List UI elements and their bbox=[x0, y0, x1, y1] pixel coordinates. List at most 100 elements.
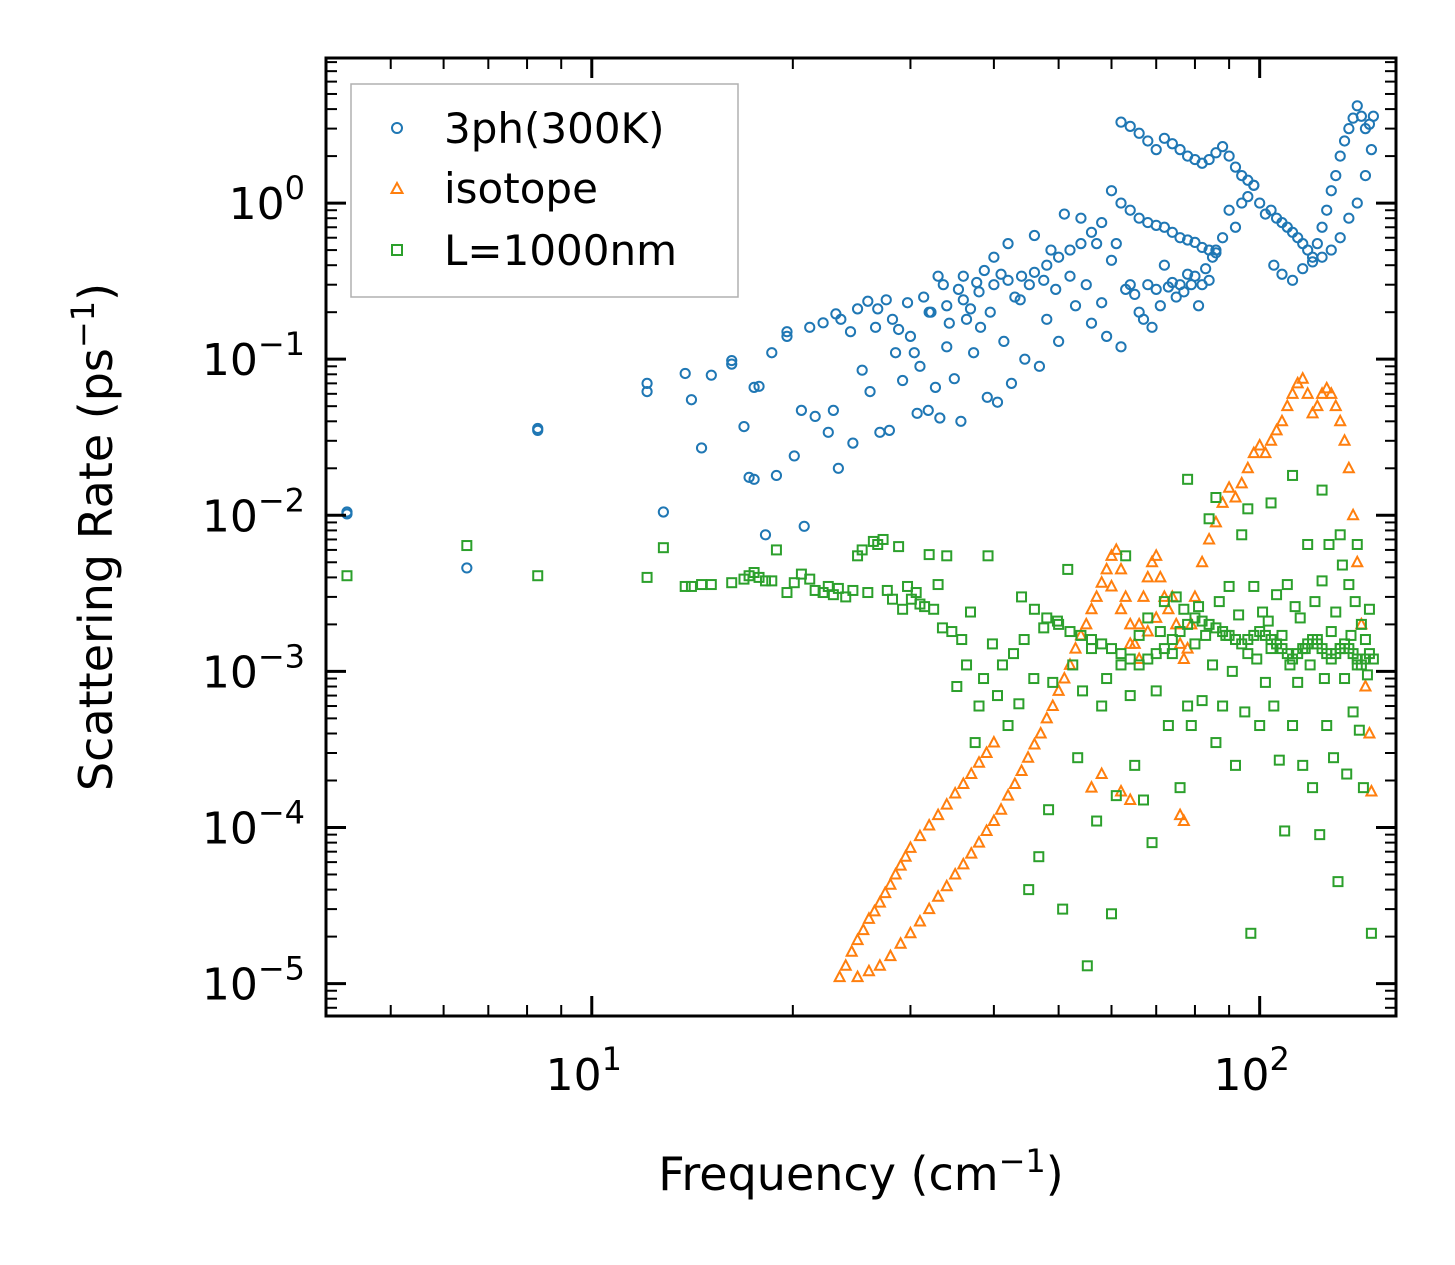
data-point bbox=[1284, 659, 1296, 671]
y-axis-label: Scattering Rate (ps−1) bbox=[64, 283, 123, 791]
data-point bbox=[685, 394, 698, 406]
data-point bbox=[1142, 612, 1154, 624]
data-point bbox=[889, 347, 902, 359]
data-point bbox=[893, 541, 905, 553]
data-point bbox=[893, 936, 908, 949]
y-tick-exp: −3 bbox=[258, 637, 305, 675]
x-tick-labels: 101 102 bbox=[546, 1040, 1290, 1101]
y-tick-base: 10 bbox=[202, 335, 258, 386]
data-point bbox=[914, 360, 926, 372]
data-point bbox=[1242, 191, 1254, 203]
data-point bbox=[1351, 538, 1363, 550]
data-point bbox=[856, 922, 870, 936]
data-point bbox=[1105, 908, 1117, 920]
data-point bbox=[978, 264, 990, 277]
data-point bbox=[940, 878, 954, 892]
data-point bbox=[1142, 135, 1154, 147]
data-point bbox=[1275, 413, 1289, 427]
data-point bbox=[851, 303, 864, 315]
data-point bbox=[781, 326, 793, 338]
data-point bbox=[766, 575, 778, 587]
data-point bbox=[1287, 469, 1299, 481]
data-point bbox=[1081, 960, 1093, 972]
data-point bbox=[1304, 659, 1316, 671]
data-point bbox=[1353, 724, 1365, 736]
data-point bbox=[1334, 150, 1346, 162]
data-point bbox=[1096, 700, 1108, 712]
data-point bbox=[1343, 212, 1355, 224]
data-point bbox=[1361, 669, 1373, 681]
data-point bbox=[1158, 259, 1170, 271]
data-point bbox=[753, 380, 765, 392]
data-point bbox=[1182, 473, 1194, 485]
data-point bbox=[1269, 422, 1284, 436]
data-point bbox=[1195, 554, 1209, 568]
data-point bbox=[877, 533, 889, 545]
data-point bbox=[1363, 648, 1375, 660]
data-point bbox=[1229, 221, 1242, 233]
data-point bbox=[1285, 386, 1300, 399]
data-point bbox=[1216, 232, 1229, 244]
data-point bbox=[850, 969, 865, 983]
data-point bbox=[1021, 750, 1035, 763]
data-point bbox=[943, 317, 955, 329]
y-tick-base: 10 bbox=[202, 960, 258, 1011]
data-point bbox=[934, 412, 946, 424]
data-point bbox=[1166, 634, 1178, 646]
data-point bbox=[1286, 274, 1299, 286]
data-point bbox=[1333, 413, 1347, 427]
data-point bbox=[748, 473, 760, 485]
data-point bbox=[1170, 291, 1182, 303]
data-point bbox=[1182, 268, 1194, 280]
data-point bbox=[1236, 197, 1248, 209]
data-point bbox=[679, 580, 691, 592]
data-point bbox=[1257, 606, 1269, 618]
data-point bbox=[1009, 291, 1021, 303]
data-point bbox=[1158, 643, 1170, 655]
data-point bbox=[1182, 618, 1194, 630]
data-point bbox=[1166, 138, 1178, 150]
data-point bbox=[1349, 596, 1361, 608]
data-point bbox=[869, 321, 882, 333]
data-point bbox=[1268, 259, 1280, 271]
data-point bbox=[839, 958, 853, 971]
data-point bbox=[1316, 251, 1328, 263]
data-point bbox=[996, 659, 1008, 671]
data-point bbox=[1115, 341, 1127, 353]
y-tick-exp: −1 bbox=[258, 325, 305, 363]
data-point bbox=[1297, 759, 1309, 771]
data-point bbox=[1080, 279, 1092, 291]
data-point bbox=[1216, 141, 1229, 153]
data-point bbox=[961, 659, 973, 671]
data-point bbox=[788, 450, 800, 462]
data-point bbox=[991, 396, 1004, 408]
data-point bbox=[1362, 725, 1377, 739]
data-point bbox=[1280, 398, 1294, 412]
data-point bbox=[1203, 153, 1215, 166]
data-point bbox=[864, 385, 876, 398]
data-point bbox=[847, 584, 859, 596]
data-point bbox=[695, 442, 708, 454]
data-point bbox=[1079, 616, 1093, 630]
data-point bbox=[940, 797, 954, 810]
data-point bbox=[1069, 300, 1082, 312]
data-point bbox=[1068, 640, 1083, 654]
data-point bbox=[1359, 169, 1372, 182]
data-point bbox=[1028, 266, 1041, 278]
y-tick-exp: −4 bbox=[258, 793, 305, 831]
data-point bbox=[897, 374, 909, 387]
data-point bbox=[1287, 720, 1299, 732]
data-point bbox=[1053, 618, 1065, 630]
data-point bbox=[641, 385, 653, 398]
data-point bbox=[1346, 507, 1360, 521]
data-point bbox=[972, 834, 986, 848]
data-point bbox=[1016, 591, 1028, 603]
data-point bbox=[738, 420, 750, 433]
data-point bbox=[809, 410, 821, 423]
data-point bbox=[1137, 313, 1150, 325]
data-point bbox=[1145, 554, 1159, 568]
data-point bbox=[951, 681, 963, 693]
x-tick-exp: 1 bbox=[602, 1040, 622, 1078]
data-point bbox=[964, 766, 978, 780]
data-point bbox=[1210, 147, 1222, 159]
